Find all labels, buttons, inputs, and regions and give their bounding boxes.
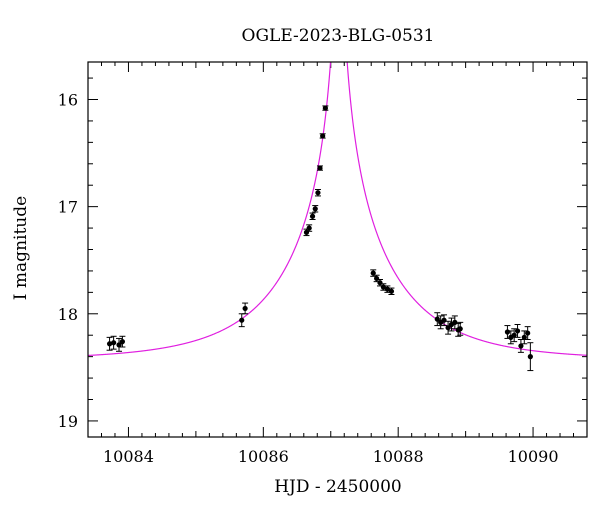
- data-point: [306, 225, 312, 231]
- data-point: [309, 213, 316, 219]
- y-tick-label: 16: [58, 91, 78, 110]
- data-point: [518, 343, 524, 349]
- data-point: [527, 354, 533, 360]
- plot-area: [88, 62, 587, 372]
- x-tick-label: 10090: [508, 447, 559, 466]
- chart-title: OGLE-2023-BLG-0531: [242, 26, 435, 46]
- data-point: [370, 270, 376, 276]
- data-point: [239, 317, 245, 323]
- data-point: [317, 165, 323, 171]
- data-point: [445, 325, 451, 331]
- data-point: [452, 319, 458, 325]
- data-point: [511, 332, 517, 338]
- y-axis-label: I magnitude: [11, 196, 31, 300]
- data-point: [303, 229, 310, 235]
- y-tick-label: 18: [58, 305, 78, 324]
- x-tick-label: 10084: [103, 447, 154, 466]
- axis-ticks: [87, 62, 588, 437]
- plot-frame: [87, 61, 588, 438]
- data-point: [315, 190, 321, 196]
- data-point: [116, 342, 122, 348]
- data-point: [119, 339, 125, 345]
- data-point: [514, 328, 521, 334]
- y-tick-label: 19: [58, 412, 78, 431]
- data-point: [457, 326, 463, 332]
- data-point: [242, 305, 248, 312]
- data-point: [320, 133, 326, 139]
- data-point: [374, 275, 380, 282]
- tick-labels: 10084 10086 10088 10090 16 17 18 19: [58, 91, 559, 467]
- data-point: [525, 330, 531, 336]
- data-point: [504, 329, 511, 335]
- data-point: [106, 341, 113, 347]
- data-point: [441, 317, 447, 323]
- data-point: [322, 105, 328, 111]
- data-point: [434, 316, 440, 322]
- x-tick-label: 10088: [373, 447, 424, 466]
- x-tick-label: 10086: [238, 447, 289, 466]
- model-curve: [88, 62, 587, 357]
- data-point: [521, 334, 527, 340]
- data-point: [312, 206, 318, 212]
- data-point: [388, 288, 395, 294]
- data-point: [377, 280, 383, 286]
- y-tick-label: 17: [58, 198, 78, 217]
- x-axis-label: HJD - 2450000: [274, 477, 402, 497]
- data-point: [111, 340, 117, 346]
- data-points: [106, 105, 534, 372]
